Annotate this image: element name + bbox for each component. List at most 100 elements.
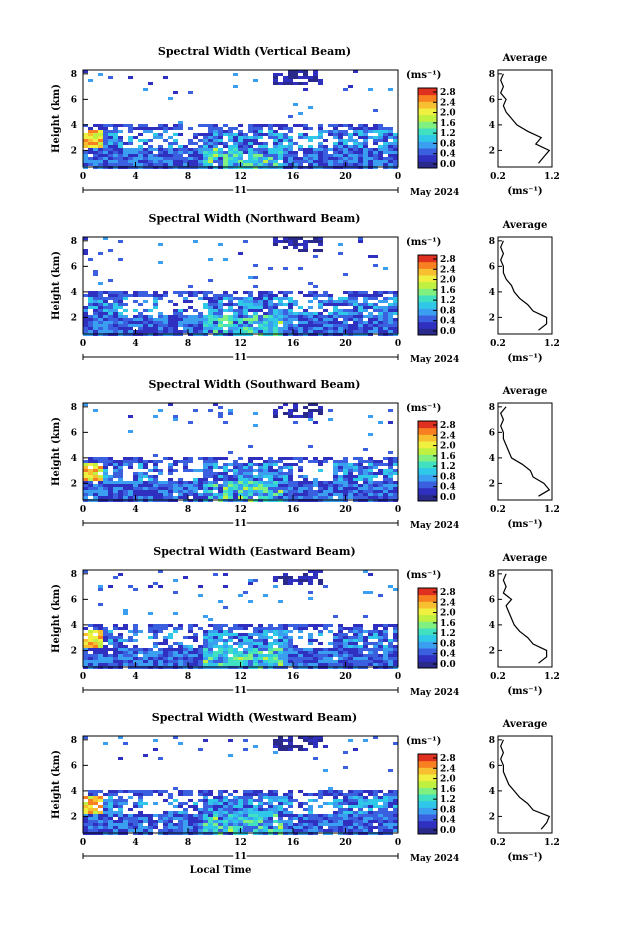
heatmap-cell: [268, 487, 273, 490]
heatmap-cell: [168, 651, 173, 654]
heatmap-cell: [323, 820, 328, 823]
heatmap-cell: [318, 796, 323, 799]
heatmap-cell: [228, 660, 233, 663]
heatmap-cell: [138, 148, 143, 151]
heatmap-cell: [213, 160, 218, 163]
heatmap-cell: [363, 127, 368, 130]
heatmap-cell: [233, 826, 238, 829]
heatmap-cell: [98, 820, 103, 823]
heatmap-cell: [233, 291, 238, 294]
heatmap-cell: [298, 636, 303, 639]
heatmap-cell: [363, 475, 368, 478]
heatmap-cell: [118, 142, 123, 145]
heatmap-cell: [338, 130, 343, 133]
heatmap-cell: [238, 823, 243, 826]
heatmap-cell: [108, 315, 113, 318]
heatmap-cell: [333, 148, 338, 151]
heatmap-cell: [333, 823, 338, 826]
heatmap-cell: [293, 745, 298, 748]
heatmap-cell: [378, 300, 383, 303]
heatmap-cell: [113, 802, 118, 805]
heatmap-cell: [378, 330, 383, 333]
heatmap-cell: [153, 496, 158, 499]
heatmap-cell: [153, 300, 158, 303]
heatmap-cell: [93, 327, 98, 330]
heatmap-cell: [308, 300, 313, 303]
heatmap-cell: [338, 805, 343, 808]
heatmap-cell: [378, 315, 383, 318]
heatmap-cell: [223, 645, 228, 648]
heatmap-cell: [273, 742, 278, 745]
heatmap-cell: [323, 294, 328, 297]
heatmap-cell: [203, 808, 208, 811]
heatmap-cell: [93, 799, 98, 802]
heatmap-cell: [173, 612, 178, 615]
heatmap-cell: [363, 820, 368, 823]
heatmap-cell: [178, 648, 183, 651]
heatmap-cell: [98, 300, 103, 303]
heatmap-cell: [338, 790, 343, 793]
heatmap-cell: [298, 466, 303, 469]
x-tick-label: 8: [185, 838, 191, 848]
heatmap-cell: [248, 496, 253, 499]
heatmap-cell: [228, 820, 233, 823]
heatmap-cell: [123, 490, 128, 493]
colorbar-tick-label: 2.0: [440, 109, 456, 119]
heatmap-cell: [323, 663, 328, 666]
heatmap-cell: [218, 633, 223, 636]
heatmap-cell: [278, 487, 283, 490]
heatmap-cell: [188, 826, 193, 829]
heatmap-cell: [93, 291, 98, 294]
heatmap-cell: [353, 645, 358, 648]
heatmap-cell: [123, 660, 128, 663]
heatmap-cell: [393, 636, 398, 639]
heatmap-cell: [88, 139, 93, 142]
heatmap-cell: [248, 639, 253, 642]
colorbar-swatch: [418, 434, 437, 442]
heatmap-cell: [178, 624, 183, 627]
heatmap-cell: [213, 318, 218, 321]
heatmap-cell: [158, 261, 163, 264]
heatmap-cell: [253, 790, 258, 793]
heatmap-cell: [223, 297, 228, 300]
heatmap-cell: [353, 624, 358, 627]
heatmap-cell: [353, 478, 358, 481]
colorbar-swatch: [418, 760, 437, 768]
heatmap-cell: [188, 660, 193, 663]
colorbar-tick-label: 0.4: [440, 483, 456, 493]
heatmap-cell: [378, 808, 383, 811]
heatmap-cell: [313, 151, 318, 154]
heatmap-cell: [383, 654, 388, 657]
heatmap-cell: [118, 805, 123, 808]
heatmap-cell: [378, 642, 383, 645]
heatmap-cell: [378, 493, 383, 496]
heatmap-cell: [143, 463, 148, 466]
heatmap-cell: [258, 490, 263, 493]
heatmap-cell: [308, 597, 313, 600]
heatmap-cell: [308, 493, 313, 496]
heatmap-cell: [293, 490, 298, 493]
heatmap-cell: [328, 624, 333, 627]
heatmap-cell: [383, 490, 388, 493]
heatmap-cell: [128, 318, 133, 321]
heatmap-cell: [183, 790, 188, 793]
heatmap-cell: [168, 151, 173, 154]
heatmap-cell: [333, 460, 338, 463]
heatmap-cell: [378, 645, 383, 648]
heatmap-cell: [133, 793, 138, 796]
heatmap-cell: [108, 249, 113, 252]
heatmap-cell: [253, 481, 258, 484]
heatmap-cell: [148, 309, 153, 312]
heatmap-cell: [128, 484, 133, 487]
panel-title: Spectral Width (Vertical Beam): [158, 45, 351, 58]
heatmap-cell: [328, 487, 333, 490]
heatmap-cell: [193, 636, 198, 639]
heatmap-cell: [133, 294, 138, 297]
heatmap-cell: [313, 651, 318, 654]
heatmap-cell: [178, 478, 183, 481]
heatmap-cell: [133, 657, 138, 660]
heatmap-cell: [233, 309, 238, 312]
heatmap-cell: [143, 657, 148, 660]
heatmap-cell: [213, 145, 218, 148]
heatmap-cell: [98, 663, 103, 666]
